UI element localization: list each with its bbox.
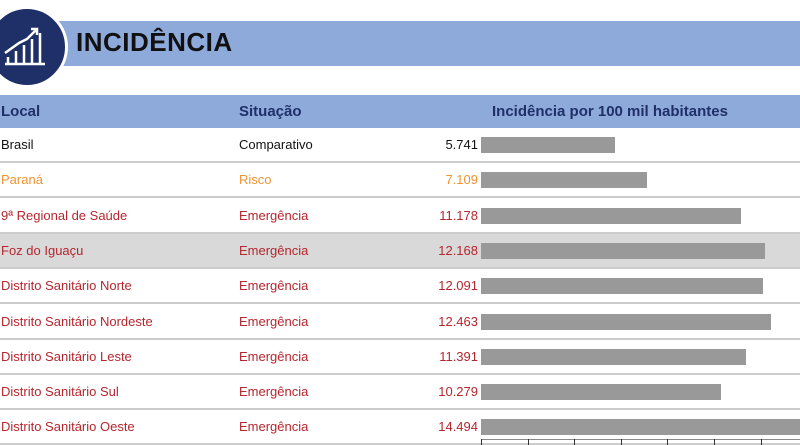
title-banner <box>40 21 800 66</box>
situacao-label: Emergência <box>239 278 309 294</box>
data-label: 7.109 <box>445 172 478 188</box>
table-row: Distrito Sanitário Oeste Emergência 14.4… <box>0 410 800 445</box>
bar <box>481 172 647 189</box>
bar <box>481 384 721 401</box>
bar <box>481 313 772 330</box>
table-row: Brasil Comparativo 5.741 <box>0 128 800 163</box>
local-label: Distrito Sanitário Sul <box>1 384 119 400</box>
x-tick <box>760 439 762 445</box>
situacao-label: Emergência <box>239 384 309 400</box>
bar <box>481 348 747 365</box>
table-row: Foz do Iguaçu Emergência 12.168 <box>0 233 800 269</box>
data-label: 11.391 <box>439 348 478 364</box>
bar <box>481 278 763 295</box>
bar <box>481 207 742 224</box>
x-tick <box>667 439 669 445</box>
x-tick <box>714 439 715 445</box>
local-label: Foz do Iguaçu <box>1 242 84 258</box>
local-label: Paraná <box>1 172 43 188</box>
column-situacao: Situação <box>239 103 302 120</box>
x-tick <box>527 439 529 445</box>
data-label: 10.279 <box>438 384 478 400</box>
data-label: 12.091 <box>438 278 478 294</box>
situacao-label: Emergência <box>239 242 309 258</box>
situacao-label: Comparativo <box>239 137 313 152</box>
x-tick <box>620 439 622 445</box>
table-row: Distrito Sanitário Leste Emergência 11.3… <box>0 340 800 375</box>
column-local: Local <box>1 103 41 120</box>
table-row: Paraná Risco 7.109 <box>0 163 800 199</box>
table-header: Local Situação Incidência por 100 mil ha… <box>0 95 800 128</box>
x-tick <box>481 439 482 445</box>
x-tick <box>574 439 576 445</box>
table-row: 9ª Regional de Saúde Emergência 11.178 <box>0 199 800 234</box>
table-row: Distrito Sanitário Nordeste Emergência 1… <box>0 305 800 340</box>
situacao-label: Emergência <box>239 207 309 223</box>
column-incidencia: Incidência por 100 mil habitantes <box>492 103 728 120</box>
data-label: 11.178 <box>439 207 478 223</box>
page-title: INCIDÊNCIA <box>76 27 233 57</box>
bar <box>481 137 615 153</box>
situacao-label: Emergência <box>239 313 309 329</box>
data-label: 12.168 <box>438 242 478 258</box>
local-label: 9ª Regional de Saúde <box>1 207 128 223</box>
bar <box>481 419 800 436</box>
data-label: 12.463 <box>438 313 478 329</box>
local-label: Distrito Sanitário Norte <box>1 278 132 294</box>
chart-growth-icon <box>0 6 68 88</box>
local-label: Brasil <box>1 137 34 152</box>
local-label: Distrito Sanitário Nordeste <box>1 313 153 329</box>
data-label: 14.494 <box>438 419 478 435</box>
x-axis <box>481 439 800 440</box>
table-row: Distrito Sanitário Norte Emergência 12.0… <box>0 269 800 305</box>
bar <box>481 242 765 259</box>
situacao-label: Emergência <box>239 419 309 435</box>
situacao-label: Risco <box>239 172 272 188</box>
situacao-label: Emergência <box>239 348 309 364</box>
table-row: Distrito Sanitário Sul Emergência 10.279 <box>0 375 800 411</box>
local-label: Distrito Sanitário Leste <box>1 348 132 364</box>
data-label: 5.741 <box>445 137 478 152</box>
local-label: Distrito Sanitário Oeste <box>1 419 135 435</box>
